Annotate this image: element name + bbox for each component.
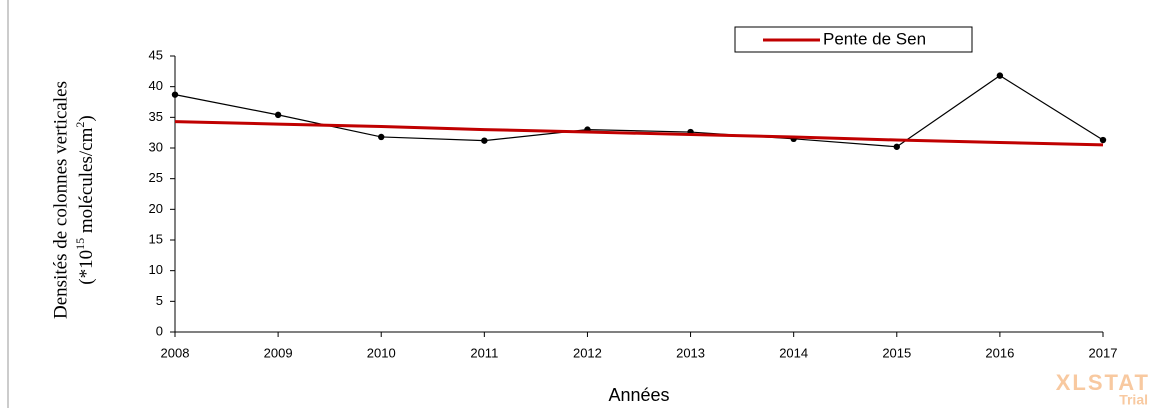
label-part: (*10 bbox=[76, 250, 97, 285]
y-tick-label: 5 bbox=[156, 293, 163, 308]
x-tick-label: 2008 bbox=[161, 345, 190, 360]
data-point bbox=[1099, 136, 1107, 144]
data-point bbox=[378, 133, 385, 141]
data-point bbox=[996, 72, 1004, 79]
x-tick-label: 2011 bbox=[470, 345, 498, 360]
y-axis-label-line2: (*1015 molécules/cm2) bbox=[73, 115, 98, 284]
series-line bbox=[174, 120, 1104, 147]
y-tick-label: 15 bbox=[149, 231, 163, 246]
series-line bbox=[174, 74, 1104, 148]
x-tick-label: 2015 bbox=[882, 345, 911, 360]
label-part: ) bbox=[76, 115, 97, 121]
x-tick-label: 2012 bbox=[573, 345, 602, 360]
y-axis-label-line1: Densités de colonnes verticales bbox=[50, 81, 71, 319]
watermark: XLSTAT bbox=[1056, 370, 1150, 395]
y-tick-label: 20 bbox=[149, 201, 163, 216]
x-tick-label: 2010 bbox=[367, 345, 396, 360]
x-tick-label: 2013 bbox=[676, 345, 705, 360]
y-tick-label: 0 bbox=[156, 323, 163, 338]
watermark: Trial bbox=[1119, 392, 1148, 408]
label-part: 15 bbox=[73, 238, 87, 250]
x-tick-label: 2017 bbox=[1089, 345, 1118, 360]
y-tick-label: 40 bbox=[149, 78, 163, 93]
y-tick-label: 30 bbox=[149, 139, 163, 154]
y-tick-label: 25 bbox=[149, 170, 163, 185]
x-tick-label: 2009 bbox=[264, 345, 293, 360]
y-tick-label: 10 bbox=[149, 262, 163, 277]
y-tick-label: 45 bbox=[149, 47, 163, 62]
legend-label: Pente de Sen bbox=[823, 29, 926, 48]
data-point bbox=[171, 91, 179, 98]
y-tick-label: 35 bbox=[149, 109, 163, 124]
y-axis-label: Densités de colonnes verticales (*1015 m… bbox=[50, 81, 97, 319]
x-tick-label: 2014 bbox=[779, 345, 808, 360]
x-tick-label: 2016 bbox=[985, 345, 1014, 360]
x-axis-label: Années bbox=[608, 385, 669, 405]
data-point bbox=[481, 137, 488, 144]
label-part: molécules/cm bbox=[76, 127, 97, 237]
data-point bbox=[274, 111, 282, 119]
label-part: 2 bbox=[73, 122, 87, 128]
data-point bbox=[893, 143, 900, 150]
